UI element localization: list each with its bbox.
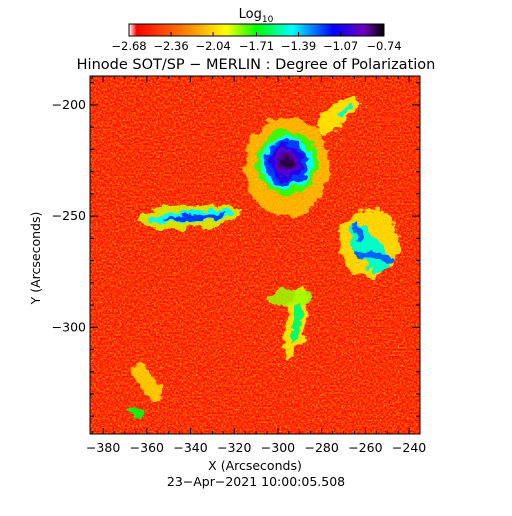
x-tick-label: −300 bbox=[261, 440, 295, 455]
plot-frame bbox=[89, 75, 421, 435]
x-axis: −380 −360 −340 −320 −300 −280 −260 −240 bbox=[86, 76, 426, 455]
colorbar-tick-label: −1.07 bbox=[323, 39, 358, 53]
x-tick-label: −320 bbox=[217, 440, 251, 455]
x-tick-label: −240 bbox=[392, 440, 426, 455]
chart-title: Hinode SOT/SP − MERLIN : Degree of Polar… bbox=[77, 57, 436, 73]
y-tick-label: −200 bbox=[52, 97, 86, 112]
plage-bottom-left-halo bbox=[133, 363, 161, 403]
sunspot-ring bbox=[280, 156, 293, 169]
colorbar-title: Log10 bbox=[239, 7, 274, 25]
y-tick-label: −250 bbox=[52, 208, 86, 223]
colorbar-tick-label: −1.71 bbox=[239, 39, 274, 53]
plage-west-band-core bbox=[164, 213, 225, 222]
x-axis-label: X (Arcseconds) bbox=[208, 458, 302, 473]
colorbar-ticks: −2.68 −2.36 −2.04 −1.71 −1.39 −1.07 −0.74 bbox=[111, 32, 402, 53]
x-tick-label: −260 bbox=[348, 440, 382, 455]
colorbar-tick-label: −1.39 bbox=[281, 39, 316, 53]
y-axis: −200 −250 −300 bbox=[52, 82, 420, 417]
x-tick-label: −340 bbox=[173, 440, 207, 455]
x-tick-label: −380 bbox=[86, 440, 120, 455]
heatmap-image bbox=[90, 76, 420, 434]
heatmap-features bbox=[128, 97, 400, 421]
x-tick-label: −360 bbox=[130, 440, 164, 455]
plage-east-band-core-upper bbox=[354, 218, 361, 243]
colorbar-tick-label: −2.04 bbox=[195, 39, 230, 53]
y-tick-label: −300 bbox=[52, 319, 86, 334]
plage-bottom-left-lower bbox=[128, 404, 145, 421]
timestamp: 23−Apr−2021 10:00:05.508 bbox=[167, 474, 345, 489]
x-tick-label: −280 bbox=[304, 440, 338, 455]
plage-south-filament-core bbox=[292, 301, 303, 345]
colorbar-tick-label: −2.68 bbox=[111, 39, 146, 53]
sunspot bbox=[244, 116, 329, 217]
plage-east-band-core bbox=[355, 251, 396, 262]
plage-upper-right-core bbox=[338, 106, 352, 119]
colorbar-tick-label: −0.74 bbox=[366, 39, 401, 53]
colorbar-tick-label: −2.36 bbox=[153, 39, 188, 53]
plage-south-filament-top bbox=[267, 289, 312, 306]
y-axis-label: Y (Arcseconds) bbox=[28, 212, 43, 306]
